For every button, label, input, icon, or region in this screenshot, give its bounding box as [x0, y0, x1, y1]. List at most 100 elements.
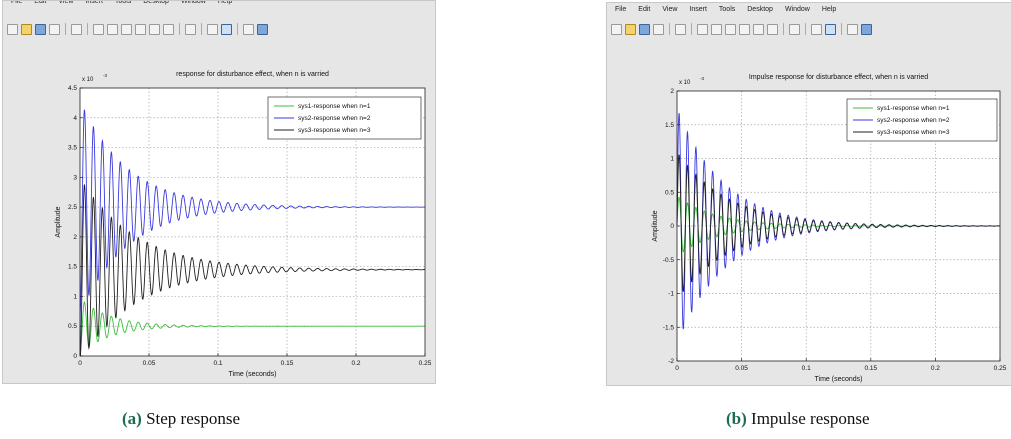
toolbar-separator	[87, 23, 88, 35]
y-tick-label: 0.5	[68, 323, 77, 330]
new-figure-icon[interactable]	[7, 23, 18, 35]
y-tick-label: -1.5	[663, 324, 675, 331]
menu-tools[interactable]: Tools	[114, 0, 132, 5]
zoom-out-icon[interactable]	[107, 23, 118, 35]
y-tick-label: 1	[73, 293, 77, 300]
figure-toolbar	[7, 21, 431, 37]
y-tick-label: -2	[668, 358, 674, 365]
x-tick-label: 0.05	[735, 365, 748, 372]
legend-entry-2: sys2-response when n=2	[298, 115, 371, 122]
menu-edit[interactable]: Edit	[34, 0, 47, 5]
toolbar-separator	[841, 23, 842, 35]
colorbar-icon[interactable]	[207, 23, 218, 35]
y-tick-label: 0.5	[665, 189, 674, 196]
x-tick-label: 0.05	[143, 360, 156, 367]
y-tick-label: -1	[668, 291, 674, 298]
x-tick-label: 0.2	[931, 365, 940, 372]
x-axis-label: Time (seconds)	[229, 371, 277, 378]
save-icon[interactable]	[639, 23, 650, 35]
rotate-icon[interactable]	[135, 23, 146, 35]
x-axis-label: Time (seconds)	[815, 376, 863, 383]
menu-bar: File Edit View Insert Tools Desktop Wind…	[607, 3, 1011, 17]
menu-insert[interactable]: Insert	[689, 6, 707, 13]
edit-plot-icon[interactable]	[71, 23, 82, 35]
y-tick-label: 0	[670, 223, 674, 230]
step-response-plot[interactable]: 0 0.05 0.1 0.15 0.2 0.25 0 0.5 1 1.5 2 2.5 3 3.5 4 4.5 x…	[3, 1, 435, 383]
print-icon[interactable]	[653, 23, 664, 35]
series-line-3[interactable]	[676, 154, 1001, 292]
toolbar-separator	[201, 23, 202, 35]
impulse-response-plot[interactable]: 0 0.05 0.1 0.15 0.2 0.25 -2 -1.5 -1 -0.5 0 0.5 1 1.5 2…	[607, 3, 1011, 385]
series-line-3[interactable]	[79, 184, 426, 357]
y-exponent-label: x 10	[82, 77, 94, 83]
y-tick-label: 1	[670, 156, 674, 163]
toolbar-separator	[179, 23, 180, 35]
y-exponent-label: x 10	[679, 80, 691, 86]
menu-tools[interactable]: Tools	[718, 6, 736, 13]
pan-icon[interactable]	[121, 23, 132, 35]
open-file-icon[interactable]	[21, 23, 32, 35]
data-cursor-icon[interactable]	[149, 23, 160, 35]
brush-icon[interactable]	[163, 23, 174, 35]
link-plot-icon[interactable]	[789, 23, 800, 35]
menu-view[interactable]: View	[662, 6, 678, 13]
legend-icon[interactable]	[825, 23, 836, 35]
menu-insert[interactable]: Insert	[85, 0, 103, 5]
rotate-icon[interactable]	[739, 23, 750, 35]
series-line-1[interactable]	[79, 301, 425, 357]
menu-window[interactable]: Window	[180, 0, 206, 5]
figure-toolbar	[611, 21, 1007, 37]
y-tick-label: 2.5	[68, 204, 77, 211]
hide-plot-tools-icon[interactable]	[847, 23, 858, 35]
axes-box	[79, 87, 426, 357]
menu-file[interactable]: File	[615, 6, 627, 13]
menu-desktop[interactable]: Desktop	[747, 6, 773, 13]
legend-icon[interactable]	[221, 23, 232, 35]
open-file-icon[interactable]	[625, 23, 636, 35]
y-tick-label: 2	[73, 234, 77, 241]
pan-icon[interactable]	[725, 23, 736, 35]
legend-entry-2: sys2-response when n=2	[877, 117, 950, 124]
caption-a-text: Step response	[141, 409, 241, 428]
zoom-in-icon[interactable]	[93, 23, 104, 35]
menu-bar: File Edit View Insert Tools Desktop Wind…	[3, 0, 435, 9]
y-tick-label: 1.5	[665, 122, 674, 129]
menu-help[interactable]: Help	[821, 6, 837, 13]
caption-a-label: (a)	[122, 409, 142, 428]
link-plot-icon[interactable]	[185, 23, 196, 35]
colorbar-icon[interactable]	[811, 23, 822, 35]
data-cursor-icon[interactable]	[753, 23, 764, 35]
save-icon[interactable]	[35, 23, 46, 35]
series-line-2[interactable]	[79, 109, 426, 357]
menu-help[interactable]: Help	[217, 0, 233, 5]
x-tick-label: 0.15	[864, 365, 877, 372]
menu-edit[interactable]: Edit	[638, 6, 651, 13]
y-tick-label: 1.5	[68, 264, 77, 271]
menu-window[interactable]: Window	[784, 6, 810, 13]
y-tick-label: 4	[73, 115, 77, 122]
edit-plot-icon[interactable]	[675, 23, 686, 35]
caption-a: (a) Step response	[122, 409, 240, 429]
menu-view[interactable]: View	[58, 0, 74, 5]
show-plot-tools-icon[interactable]	[861, 23, 872, 35]
y-tick-label: 3	[73, 174, 77, 181]
menu-desktop[interactable]: Desktop	[143, 0, 169, 5]
zoom-in-icon[interactable]	[697, 23, 708, 35]
y-axis-label: Amplitude	[652, 210, 659, 241]
menu-file[interactable]: File	[11, 0, 23, 5]
show-plot-tools-icon[interactable]	[257, 23, 268, 35]
x-tick-label: 0.1	[213, 360, 222, 367]
x-tick-label: 0.25	[419, 360, 432, 367]
print-icon[interactable]	[49, 23, 60, 35]
x-tick-label: 0.25	[994, 365, 1007, 372]
brush-icon[interactable]	[767, 23, 778, 35]
y-tick-label: 0	[73, 353, 77, 360]
new-figure-icon[interactable]	[611, 23, 622, 35]
zoom-out-icon[interactable]	[711, 23, 722, 35]
hide-plot-tools-icon[interactable]	[243, 23, 254, 35]
x-tick-label: 0.2	[351, 360, 360, 367]
caption-b-label: (b)	[726, 409, 747, 428]
y-tick-label: -0.5	[663, 257, 675, 264]
y-exponent-power: -3	[103, 73, 107, 78]
figure-window-step: File Edit View Insert Tools Desktop Wind…	[2, 0, 436, 384]
